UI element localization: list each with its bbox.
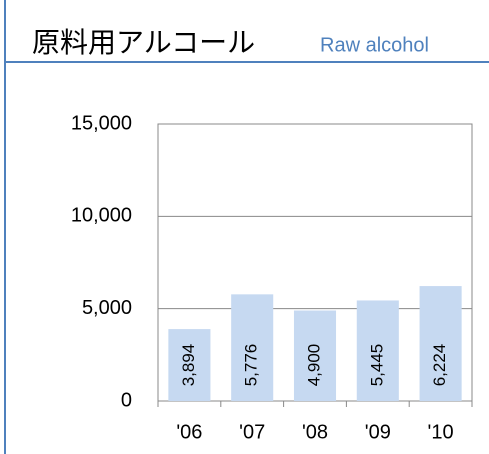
value-label: 6,224: [430, 344, 449, 387]
x-tick-label: '07: [239, 421, 265, 443]
x-tick-label: '09: [365, 421, 391, 443]
x-tick-label: '10: [428, 421, 454, 443]
y-tick-label: 0: [121, 389, 132, 411]
bar: [419, 286, 462, 401]
bar: [231, 294, 274, 401]
bar: [356, 300, 399, 401]
bar: [293, 310, 337, 401]
value-label: 3,894: [179, 344, 198, 387]
value-label: 5,776: [242, 344, 261, 387]
y-tick-label: 10,000: [71, 205, 132, 227]
bar: [168, 329, 211, 401]
value-label: 4,900: [304, 344, 323, 387]
chart-subtitle: Raw alcohol: [320, 34, 429, 56]
x-tick-label: '08: [302, 421, 328, 443]
chart-title: 原料用アルコール: [32, 26, 255, 59]
y-tick-label: 15,000: [71, 112, 132, 134]
y-tick-label: 5,000: [82, 297, 132, 319]
value-label: 5,445: [367, 344, 386, 387]
x-tick-label: '06: [176, 421, 202, 443]
